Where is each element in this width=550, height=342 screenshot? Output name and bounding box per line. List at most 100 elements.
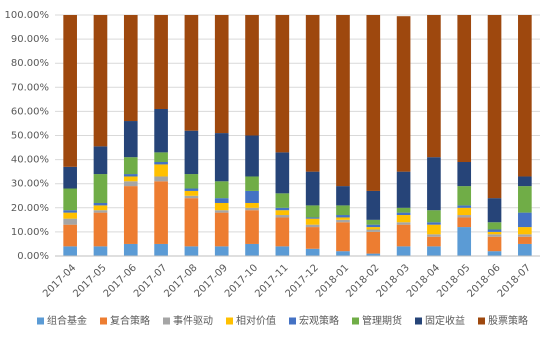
- bar-segment: [184, 195, 199, 199]
- bar-segment: [154, 162, 168, 165]
- bar-segment: [214, 202, 229, 211]
- bar-segment: [366, 253, 381, 256]
- bar-segment: [518, 176, 532, 187]
- bar-segment: [184, 190, 199, 196]
- bar-segment: [305, 205, 320, 218]
- bar-segment: [123, 186, 138, 244]
- bar-segment: [366, 229, 381, 232]
- bar-segment: [305, 227, 320, 249]
- bar-segment: [214, 181, 229, 199]
- bar-segment: [457, 205, 472, 208]
- bar-segment: [396, 222, 411, 225]
- bar-segment: [63, 246, 77, 256]
- bar-segment: [245, 176, 259, 191]
- bar-segment: [336, 215, 350, 218]
- bar-segment: [487, 15, 502, 199]
- bar-segment: [154, 152, 168, 163]
- bar-segment: [518, 236, 532, 244]
- bar-segment: [366, 227, 381, 230]
- bar-segment: [63, 218, 77, 225]
- bar-segment: [63, 188, 77, 211]
- bar-segment: [123, 243, 138, 256]
- bar-segment: [457, 15, 472, 163]
- bar-segment: [366, 224, 381, 228]
- y-tick-label: 60.00%: [11, 106, 49, 117]
- bar-segment: [245, 210, 259, 244]
- legend-label: 股票策略: [488, 314, 528, 327]
- bar-segment: [336, 251, 350, 256]
- bar-segment: [275, 15, 290, 153]
- bar-segment: [336, 205, 350, 216]
- bar-segment: [123, 181, 138, 187]
- bar-segment: [63, 224, 77, 247]
- legend-swatch: [226, 317, 233, 325]
- bar-segment: [245, 15, 259, 136]
- bar-segment: [275, 207, 290, 211]
- legend-label: 复合策略: [110, 314, 150, 327]
- bar-segment: [214, 246, 229, 256]
- bar-segment: [336, 217, 350, 220]
- legend-swatch: [163, 317, 170, 325]
- bar-segment: [154, 164, 168, 177]
- bar-segment: [275, 246, 290, 256]
- bar-segment: [336, 15, 350, 187]
- bar-segment: [366, 219, 381, 225]
- bar-segment: [305, 171, 320, 206]
- bar-segment: [396, 16, 411, 172]
- bar-segment: [427, 234, 441, 237]
- bar-segment: [63, 212, 77, 219]
- bar-segment: [487, 236, 502, 252]
- y-tick-label: 0.00%: [17, 251, 49, 262]
- bar-segment: [518, 243, 532, 256]
- bar-segment: [427, 246, 441, 256]
- bar-segment: [154, 243, 168, 256]
- bar-segment: [518, 227, 532, 235]
- bar-segment: [366, 15, 381, 191]
- bar-segment: [245, 135, 259, 177]
- bar-segment: [336, 186, 350, 206]
- bar-segment: [457, 227, 472, 256]
- bar-segment: [396, 224, 411, 247]
- bar-segment: [457, 217, 472, 228]
- bar-segment: [487, 222, 502, 230]
- legend-label: 固定收益: [425, 314, 465, 327]
- y-tick-label: 100.00%: [5, 10, 50, 21]
- bar-segment: [154, 15, 168, 109]
- bar-segment: [366, 231, 381, 254]
- bar-segment: [123, 121, 138, 158]
- bar-segment: [336, 222, 350, 252]
- bar-segment: [154, 176, 168, 182]
- bar-segment: [93, 174, 108, 203]
- legend-label: 管理期货: [362, 314, 402, 327]
- bar-segment: [184, 15, 199, 131]
- legend-swatch: [100, 317, 107, 325]
- y-tick-label: 80.00%: [11, 58, 49, 69]
- bar-segment: [123, 176, 138, 182]
- bar-segment: [245, 243, 259, 256]
- legend-swatch: [37, 317, 44, 325]
- legend-swatch: [478, 317, 485, 325]
- bar-segment: [336, 219, 350, 223]
- bar-segment: [305, 15, 320, 172]
- bar-segment: [214, 15, 229, 134]
- bar-segment: [184, 246, 199, 256]
- bar-segment: [396, 207, 411, 213]
- legend-label: 事件驱动: [173, 314, 213, 327]
- bar-segment: [518, 15, 532, 177]
- bar-segment: [487, 251, 502, 256]
- bar-segment: [93, 246, 108, 256]
- bar-segment: [154, 181, 168, 244]
- bar-segment: [305, 248, 320, 256]
- bar-segment: [457, 162, 472, 187]
- bar-segment: [245, 207, 259, 211]
- bar-segment: [427, 224, 441, 235]
- bar-segment: [275, 193, 290, 208]
- bar-segment: [63, 15, 77, 167]
- bar-segment: [427, 210, 441, 223]
- bar-segment: [123, 174, 138, 177]
- bar-segment: [63, 166, 77, 189]
- y-tick-label: 40.00%: [11, 155, 49, 166]
- bar-segment: [457, 207, 472, 216]
- bar-segment: [184, 198, 199, 247]
- legend-label: 相对价值: [236, 314, 276, 327]
